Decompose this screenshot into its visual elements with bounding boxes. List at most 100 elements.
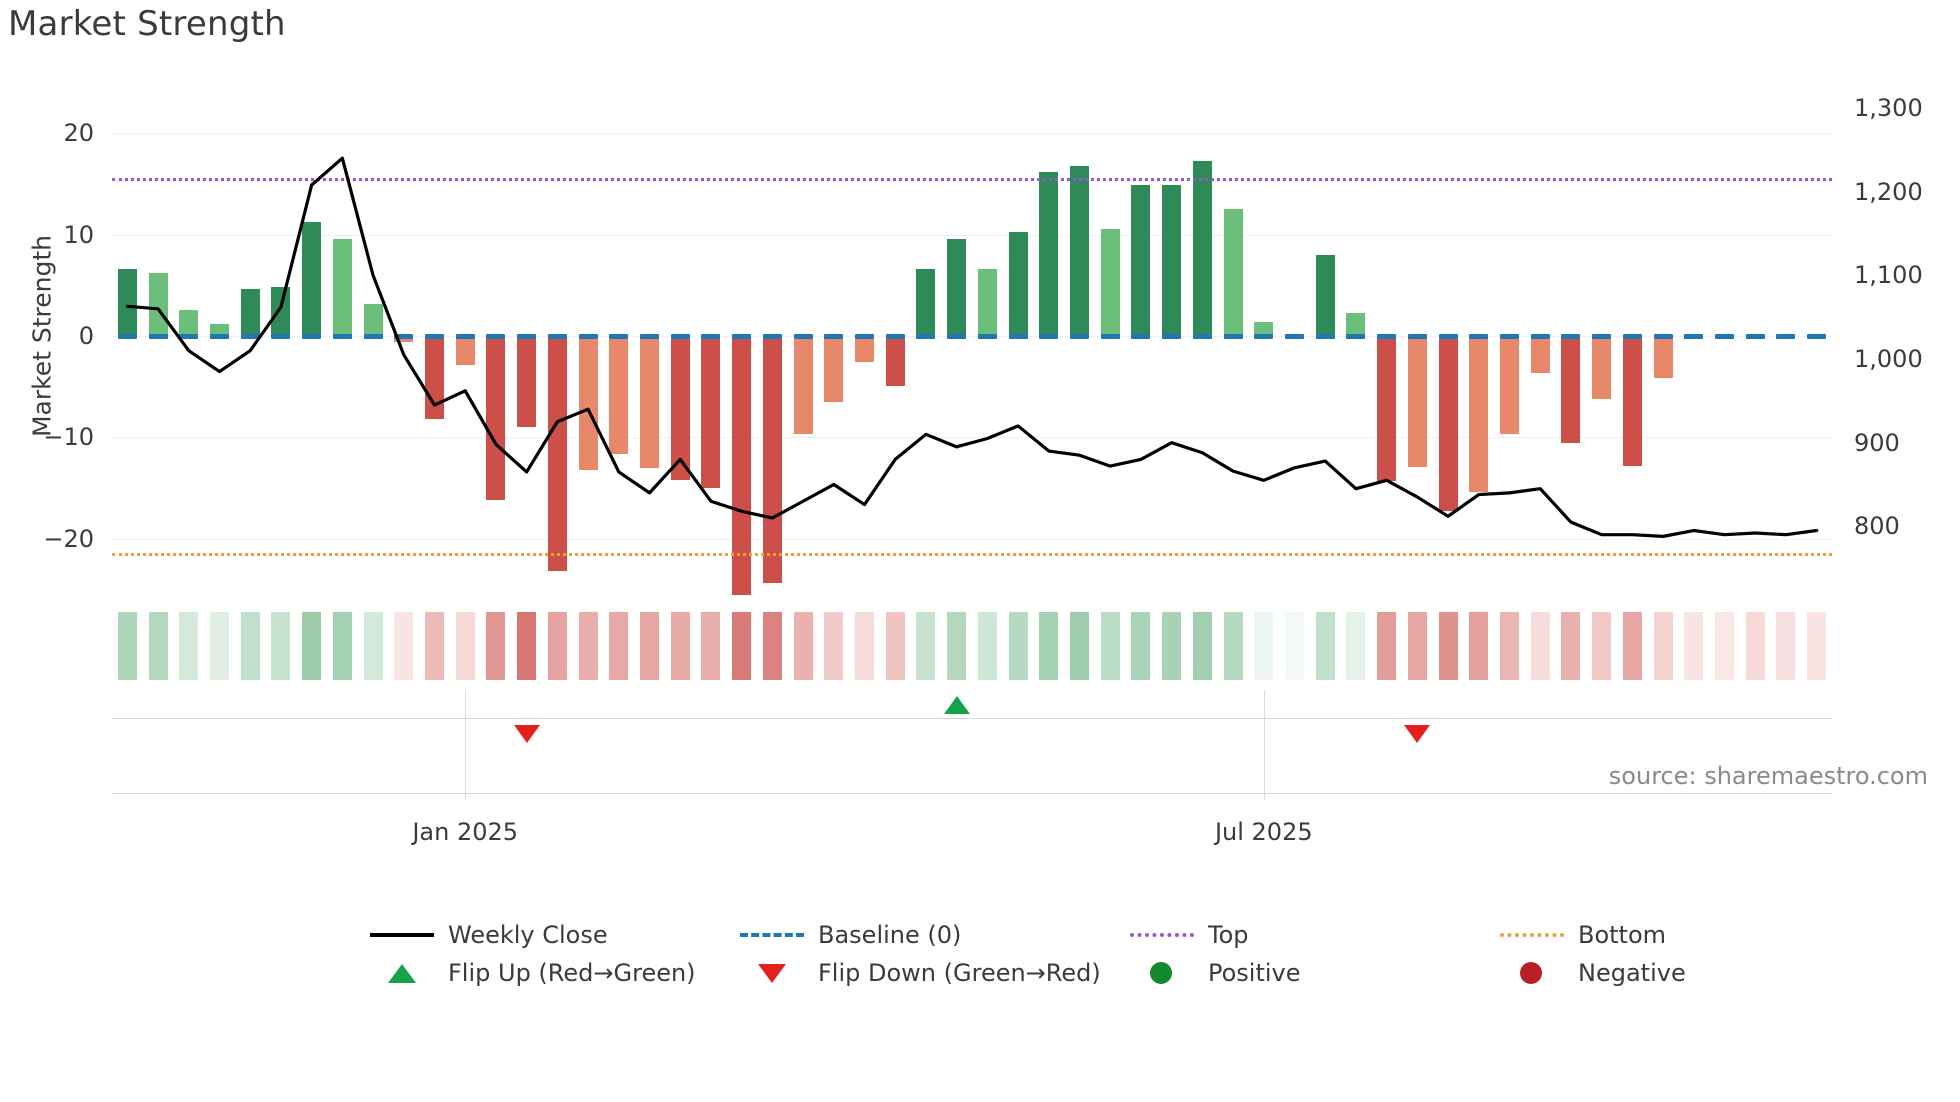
heat-cell-W16[interactable] <box>578 612 598 680</box>
bar-W24[interactable] <box>824 336 844 402</box>
heat-cell-W04[interactable] <box>209 612 229 680</box>
bar-W44[interactable] <box>1438 336 1458 511</box>
bar-W37[interactable] <box>1223 209 1243 336</box>
heat-cell-W53[interactable] <box>1714 612 1734 680</box>
bar-W41[interactable] <box>1346 312 1366 336</box>
heat-cell-W30[interactable] <box>1008 612 1028 680</box>
heat-cell-W35[interactable] <box>1162 612 1182 680</box>
bar-W45[interactable] <box>1469 336 1489 493</box>
heat-cell-W19[interactable] <box>670 612 690 680</box>
heat-cell-W54[interactable] <box>1745 612 1765 680</box>
bar-W01[interactable] <box>117 269 137 336</box>
bar-W23[interactable] <box>793 336 813 435</box>
bar-W14[interactable] <box>517 336 537 428</box>
heat-cell-W08[interactable] <box>332 612 352 680</box>
legend-item-weekly-close[interactable]: Weekly Close <box>370 918 608 952</box>
bar-W20[interactable] <box>701 336 721 489</box>
heat-cell-W48[interactable] <box>1561 612 1581 680</box>
heat-cell-W47[interactable] <box>1530 612 1550 680</box>
heat-cell-W10[interactable] <box>394 612 414 680</box>
heat-cell-W43[interactable] <box>1407 612 1427 680</box>
heat-cell-W12[interactable] <box>455 612 475 680</box>
heat-cell-W21[interactable] <box>732 612 752 680</box>
bar-W46[interactable] <box>1499 336 1519 435</box>
heat-cell-W31[interactable] <box>1039 612 1059 680</box>
legend-item-flip-down[interactable]: Flip Down (Green→Red) <box>740 956 1101 990</box>
bar-W35[interactable] <box>1162 184 1182 336</box>
heat-cell-W25[interactable] <box>854 612 874 680</box>
bar-W18[interactable] <box>639 336 659 468</box>
bar-W17[interactable] <box>609 336 629 454</box>
heat-cell-W11[interactable] <box>424 612 444 680</box>
bar-W42[interactable] <box>1377 336 1397 482</box>
heat-cell-W51[interactable] <box>1653 612 1673 680</box>
bar-W19[interactable] <box>670 336 690 481</box>
bar-W30[interactable] <box>1008 232 1028 336</box>
bar-W02[interactable] <box>148 273 168 336</box>
heat-cell-W28[interactable] <box>947 612 967 680</box>
heat-cell-W42[interactable] <box>1377 612 1397 680</box>
heat-cell-W01[interactable] <box>117 612 137 680</box>
bar-W40[interactable] <box>1315 254 1335 336</box>
bar-W27[interactable] <box>916 269 936 336</box>
heat-cell-W56[interactable] <box>1807 612 1827 680</box>
bar-W29[interactable] <box>977 269 997 336</box>
bar-W03[interactable] <box>179 309 199 336</box>
heat-cell-W40[interactable] <box>1315 612 1335 680</box>
heat-cell-W14[interactable] <box>517 612 537 680</box>
bar-W16[interactable] <box>578 336 598 470</box>
bar-W34[interactable] <box>1131 184 1151 336</box>
heat-cell-W15[interactable] <box>547 612 567 680</box>
heat-cell-W32[interactable] <box>1069 612 1089 680</box>
legend-item-negative[interactable]: Negative <box>1500 956 1686 990</box>
heat-cell-W37[interactable] <box>1223 612 1243 680</box>
bar-W10[interactable] <box>394 336 414 343</box>
heat-cell-W18[interactable] <box>639 612 659 680</box>
bar-W26[interactable] <box>885 336 905 386</box>
heat-cell-W49[interactable] <box>1592 612 1612 680</box>
bar-W38[interactable] <box>1254 321 1274 336</box>
heat-cell-W45[interactable] <box>1469 612 1489 680</box>
heat-cell-W52[interactable] <box>1684 612 1704 680</box>
legend-item-top[interactable]: Top <box>1130 918 1249 952</box>
bar-W04[interactable] <box>209 323 229 336</box>
bar-W31[interactable] <box>1039 171 1059 336</box>
legend-item-positive[interactable]: Positive <box>1130 956 1301 990</box>
bar-W08[interactable] <box>332 238 352 336</box>
heat-cell-W23[interactable] <box>793 612 813 680</box>
bar-W22[interactable] <box>762 336 782 583</box>
flip-marker-up[interactable] <box>943 696 970 714</box>
heat-cell-W44[interactable] <box>1438 612 1458 680</box>
heat-cell-W41[interactable] <box>1346 612 1366 680</box>
heat-cell-W33[interactable] <box>1100 612 1120 680</box>
bar-W09[interactable] <box>363 303 383 336</box>
heat-cell-W39[interactable] <box>1284 612 1304 680</box>
bar-W05[interactable] <box>240 289 260 336</box>
legend-item-baseline[interactable]: Baseline (0) <box>740 918 961 952</box>
bar-W32[interactable] <box>1069 165 1089 336</box>
heat-cell-W46[interactable] <box>1499 612 1519 680</box>
bar-W33[interactable] <box>1100 229 1120 336</box>
flip-marker-down[interactable] <box>513 725 540 743</box>
heat-cell-W50[interactable] <box>1622 612 1642 680</box>
heat-cell-W27[interactable] <box>916 612 936 680</box>
bar-W07[interactable] <box>302 222 322 336</box>
bar-W48[interactable] <box>1561 336 1581 443</box>
bar-W21[interactable] <box>732 336 752 595</box>
bar-W49[interactable] <box>1592 336 1612 399</box>
bar-W25[interactable] <box>854 336 874 363</box>
bar-W43[interactable] <box>1407 336 1427 467</box>
heat-cell-W34[interactable] <box>1131 612 1151 680</box>
heat-cell-W22[interactable] <box>762 612 782 680</box>
heat-cell-W55[interactable] <box>1776 612 1796 680</box>
bar-W51[interactable] <box>1653 336 1673 378</box>
bar-W28[interactable] <box>947 238 967 336</box>
heat-cell-W09[interactable] <box>363 612 383 680</box>
heat-cell-W06[interactable] <box>271 612 291 680</box>
heat-cell-W38[interactable] <box>1254 612 1274 680</box>
heat-cell-W02[interactable] <box>148 612 168 680</box>
bar-W50[interactable] <box>1622 336 1642 466</box>
heat-cell-W07[interactable] <box>302 612 322 680</box>
flip-marker-down[interactable] <box>1404 725 1431 743</box>
bar-W06[interactable] <box>271 287 291 336</box>
